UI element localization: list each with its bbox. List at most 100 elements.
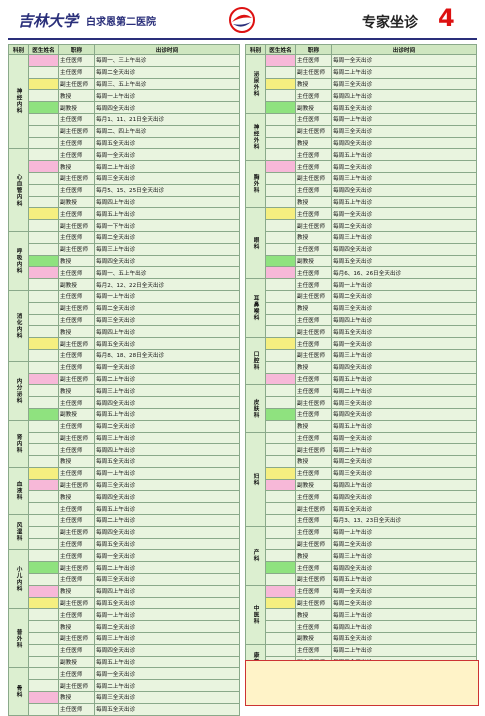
doctor-name xyxy=(28,242,59,256)
clinic-time: 每周一全天出诊 xyxy=(331,584,477,598)
clinic-time: 每周四全天出诊 xyxy=(331,561,477,575)
schedule-row: 主任医师 每周五上午出诊 xyxy=(246,372,477,386)
schedule-row: 心血管内科 主任医师 每周一全天出诊 xyxy=(8,148,240,232)
doctor-title: 主任医师 xyxy=(295,384,332,398)
clinic-time: 每周二上午出诊 xyxy=(331,65,477,79)
doctor-name xyxy=(28,431,59,445)
doctor-title: 主任医师 xyxy=(58,537,95,551)
doctor-title: 主任医师 xyxy=(58,502,95,516)
doctor-name xyxy=(28,372,59,386)
doctor-name xyxy=(265,242,296,256)
doctor-name xyxy=(28,419,59,433)
doctor-title: 主任医师 xyxy=(58,230,95,244)
doctor-name xyxy=(28,348,59,362)
clinic-time: 每周五上午出诊 xyxy=(94,655,240,669)
department: 小儿内科 xyxy=(8,549,29,610)
clinic-time: 每周二全天出诊 xyxy=(331,455,477,468)
department: 口腔科 xyxy=(245,337,266,386)
clinic-time: 每周四全天出诊 xyxy=(94,643,240,657)
schedule-row: 主任医师 每周四全天出诊 xyxy=(246,183,477,197)
schedule-row: 教授 每周三上午出诊 xyxy=(246,549,477,563)
clinic-time: 每周五上午出诊 xyxy=(94,207,240,221)
schedule-row: 皮肤科 主任医师 每周二上午出诊 xyxy=(245,384,477,433)
clinic-time: 每周五上午出诊 xyxy=(94,407,240,421)
doctor-title: 副主任医师 xyxy=(58,124,95,138)
clinic-time: 每周三全天出诊 xyxy=(94,313,240,327)
schedule-row: 副主任医师 每周二、四上午出诊 xyxy=(9,124,240,138)
doctor-title: 主任医师 xyxy=(295,89,332,103)
department: 血液科 xyxy=(8,466,29,516)
clinic-time: 每周四上午出诊 xyxy=(331,89,477,103)
doctor-name xyxy=(265,195,296,209)
doctor-title: 教授 xyxy=(295,360,332,374)
masthead: 吉林大学 白求恩第二医院 专家坐诊 4 xyxy=(0,0,485,40)
schedule-row: 副教授 每周五全天出诊 xyxy=(246,101,477,114)
schedule-row: 主任医师 每周一、五上午出诊 xyxy=(9,266,240,280)
clinic-time: 每月8、18、28日全天出诊 xyxy=(94,348,240,362)
schedule-row: 教授 每周一上午出诊 xyxy=(9,89,240,103)
doctor-name xyxy=(265,89,296,103)
schedule-row: 神经内科 主任医师 每周一、三上午出诊 xyxy=(8,53,240,150)
doctor-name xyxy=(265,337,296,350)
department: 骨科 xyxy=(8,667,29,716)
doctor-title: 主任医师 xyxy=(58,396,95,409)
clinic-time: 每周四上午出诊 xyxy=(331,478,477,492)
doctor-title: 主任医师 xyxy=(58,148,95,162)
header-row: 科别 医生姓名 职称 出诊时间 xyxy=(8,44,240,55)
doctor-name xyxy=(265,313,296,327)
doctor-title: 主任医师 xyxy=(295,54,332,67)
column-header: 职称 xyxy=(295,44,332,55)
schedule-row: 产科 主任医师 每周一上午出诊 xyxy=(245,525,477,586)
schedule-row: 副主任医师每周三全天出诊 xyxy=(246,124,477,138)
clinic-time: 每周三全天出诊 xyxy=(94,478,240,492)
clinic-time: 每周二全天出诊 xyxy=(331,160,477,173)
doctor-name xyxy=(28,443,59,457)
doctor-title: 副主任医师 xyxy=(295,289,332,303)
schedule-row: 副主任医师 每周五全天出诊 xyxy=(246,325,477,339)
schedule-row: 副教授 每周四上午出诊 xyxy=(9,195,240,209)
doctor-name xyxy=(28,679,59,693)
doctor-name xyxy=(28,632,59,645)
doctor-title: 副主任医师 xyxy=(295,325,332,339)
doctor-name xyxy=(265,573,296,586)
doctor-title: 副主任医师 xyxy=(58,478,95,492)
clinic-time: 每周四全天出诊 xyxy=(94,490,240,504)
schedule-row: 胸外科 主任医师 每周二全天出诊 xyxy=(245,160,477,209)
schedule-row: 主任医师 每周三全天出诊 xyxy=(246,466,477,480)
doctor-title: 教授 xyxy=(58,490,95,504)
doctor-name xyxy=(265,77,296,91)
schedule-row: 教授 每周二上午出诊 xyxy=(9,160,240,173)
doctor-name xyxy=(28,254,59,268)
hospital-name: 白求恩第二医院 xyxy=(86,17,156,28)
clinic-time: 每周五全天出诊 xyxy=(94,337,240,350)
doctor-title: 教授 xyxy=(58,620,95,634)
schedule-row: 副主任医师 每周三、五上午出诊 xyxy=(9,77,240,91)
clinic-time: 每月1、11、21日全天出诊 xyxy=(94,112,240,126)
doctor-title: 副主任医师 xyxy=(58,679,95,693)
clinic-time: 每周三、五上午出诊 xyxy=(94,77,240,91)
rule xyxy=(8,38,477,40)
schedule-row: 副主任医师 每周二上午出诊 xyxy=(246,65,477,79)
doctor-name xyxy=(28,384,59,398)
department: 中医科 xyxy=(245,584,266,645)
doctor-title: 主任医师 xyxy=(295,525,332,539)
doctor-title: 主任医师 xyxy=(58,667,95,681)
schedule-row: 小儿内科 主任医师 每周一全天出诊 xyxy=(8,549,240,610)
doctor-name xyxy=(265,54,296,67)
clinic-time: 每周三全天出诊 xyxy=(331,124,477,138)
department: 神经外科 xyxy=(245,112,266,162)
schedule-row: 主任医师每周五全天出诊 xyxy=(9,537,240,551)
schedule-row: 副主任医师 每周二上午出诊 xyxy=(9,679,240,693)
doctor-title: 副教授 xyxy=(295,101,332,114)
doctor-name xyxy=(28,278,59,291)
doctor-name xyxy=(265,207,296,221)
doctor-name xyxy=(265,254,296,268)
department: 心血管内科 xyxy=(8,148,29,232)
doctor-name xyxy=(28,573,59,586)
doctor-name xyxy=(28,136,59,150)
clinic-time: 每周四全天出诊 xyxy=(331,407,477,421)
schedule-row: 教授 每周二全天出诊 xyxy=(9,620,240,634)
clinic-time: 每周二上午出诊 xyxy=(94,160,240,173)
clinic-time: 每周三全天出诊 xyxy=(331,396,477,409)
column-header: 医生姓名 xyxy=(28,44,59,55)
